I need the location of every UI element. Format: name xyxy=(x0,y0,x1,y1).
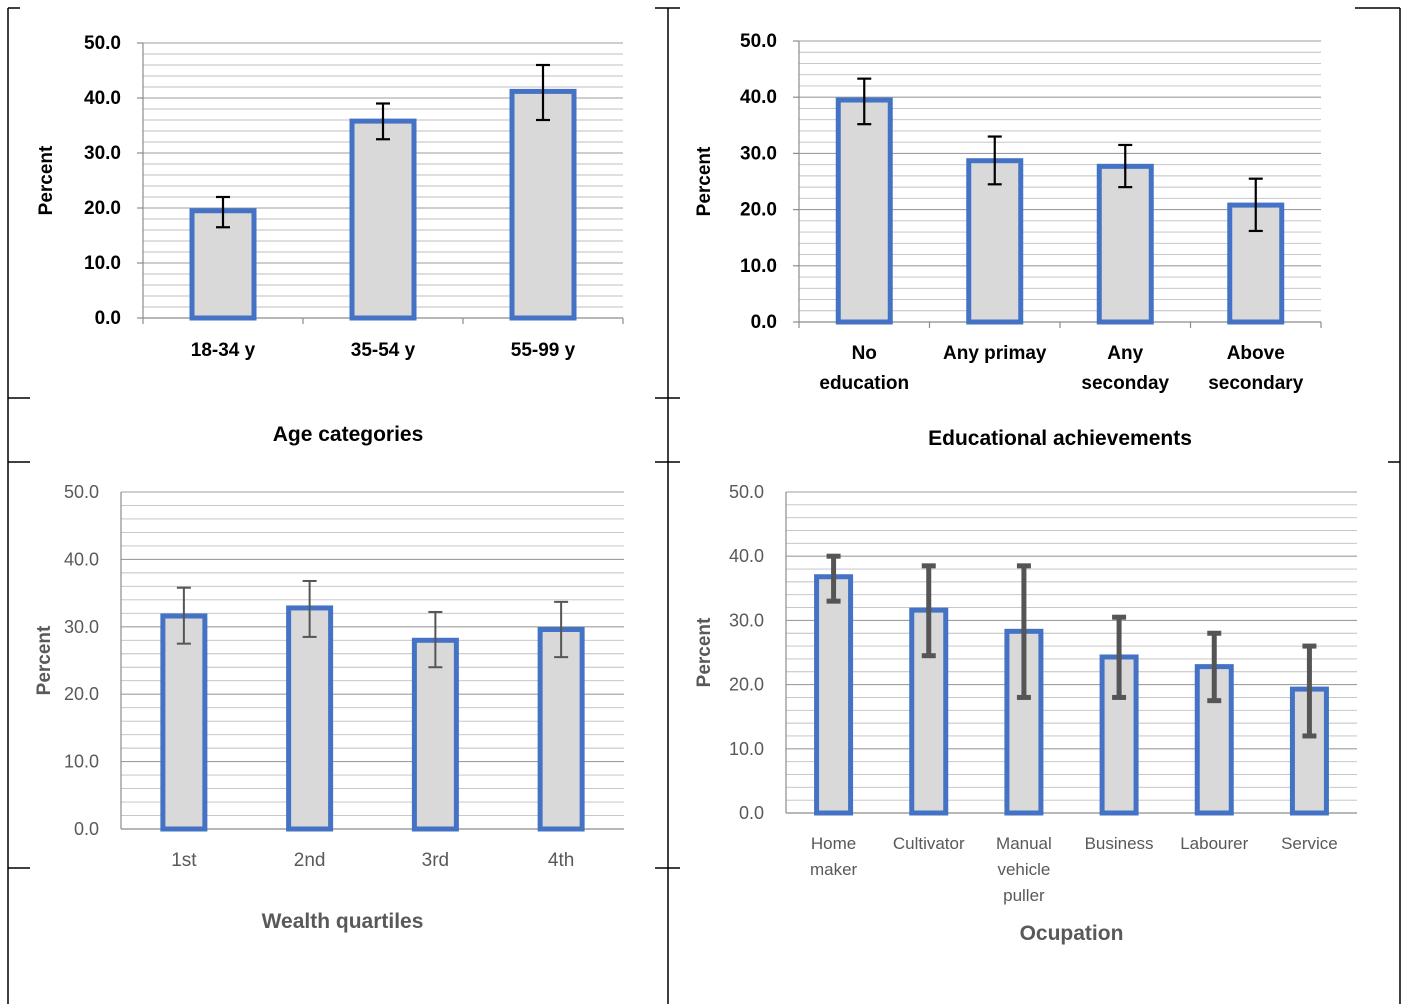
y-tick-label: 0.0 xyxy=(74,819,99,839)
x-category-label: Service xyxy=(1281,834,1338,853)
x-category-label: Home maker xyxy=(810,834,858,879)
bar-1 xyxy=(189,208,257,321)
y-tick-label: 0.0 xyxy=(739,803,764,823)
error-bar-3 xyxy=(1118,143,1133,189)
y-tick-label: 50.0 xyxy=(84,33,121,54)
error-bar-5 xyxy=(1207,630,1222,704)
chart-panel-4: 0.0 10.0 20.0 30.0 40.0 50.0 Home maker Cultivat… xyxy=(694,482,1357,945)
y-tick-label: 30.0 xyxy=(740,143,777,164)
error-bar-1 xyxy=(826,553,841,604)
x-category-label: Cultivator xyxy=(893,834,965,853)
bar-4 xyxy=(537,626,585,832)
y-tick-label: 50.0 xyxy=(64,482,99,502)
y-tick-label: 30.0 xyxy=(729,610,764,630)
x-category-label: No education xyxy=(819,343,909,394)
x-category-label: Business xyxy=(1085,834,1154,853)
error-bar-3 xyxy=(428,610,443,669)
y-axis-title: Percent xyxy=(36,145,57,215)
y-tick-label: 20.0 xyxy=(64,684,99,704)
error-bar-3 xyxy=(536,63,550,122)
y-tick-label: 50.0 xyxy=(740,31,777,52)
x-axis-title: Age categories xyxy=(273,423,424,446)
y-tick-label: 20.0 xyxy=(740,200,777,221)
bar-3 xyxy=(411,637,459,832)
y-tick-label: 10.0 xyxy=(729,739,764,759)
x-category-label: Any seconday xyxy=(1081,343,1169,394)
y-tick-label: 10.0 xyxy=(84,253,121,274)
y-tick-label: 40.0 xyxy=(64,549,99,569)
error-bar-1 xyxy=(176,586,191,645)
y-tick-label: 30.0 xyxy=(84,143,121,164)
x-category-label: 18-34 y xyxy=(191,340,256,361)
y-axis-title: Percent xyxy=(34,625,55,695)
bar-1 xyxy=(835,97,893,325)
y-tick-label: 40.0 xyxy=(84,88,121,109)
gridlines xyxy=(786,491,1357,814)
y-tick-label: 50.0 xyxy=(729,482,764,502)
bar-3 xyxy=(1096,163,1154,325)
error-bar-3 xyxy=(1016,563,1031,700)
y-tick-label: 10.0 xyxy=(64,752,99,772)
chart-panel-1: 0.0 10.0 20.0 30.0 40.0 50.0 18-34 y 35-54 y 55-… xyxy=(36,33,624,446)
x-axis-title: Educational achievements xyxy=(928,427,1192,450)
x-category-label: Labourer xyxy=(1180,834,1248,853)
error-bar-4 xyxy=(1248,177,1263,233)
y-tick-label: 20.0 xyxy=(84,198,121,219)
y-tick-label: 40.0 xyxy=(740,87,777,108)
error-bar-1 xyxy=(857,77,872,126)
x-category-label: 4th xyxy=(548,850,574,871)
y-tick-label: 10.0 xyxy=(740,256,777,277)
x-category-label: 55-99 y xyxy=(511,340,576,361)
y-axis-title: Percent xyxy=(694,617,715,687)
y-tick-label: 20.0 xyxy=(729,675,764,695)
x-category-label: 3rd xyxy=(422,850,449,871)
error-bar-4 xyxy=(554,600,569,659)
x-category-label: Any primay xyxy=(943,343,1047,364)
error-bar-2 xyxy=(302,579,317,638)
y-tick-label: 30.0 xyxy=(64,617,99,637)
error-bar-1 xyxy=(216,195,230,229)
error-bar-2 xyxy=(987,135,1002,186)
chart-panel-2: 0.0 10.0 20.0 30.0 40.0 50.0 No education Any pr… xyxy=(694,31,1322,450)
x-category-label: Manual vehicle puller xyxy=(996,834,1052,905)
error-bar-2 xyxy=(376,102,390,141)
bar-3 xyxy=(509,88,577,321)
x-category-label: Above secondary xyxy=(1208,343,1303,394)
chart-panel-3: 0.0 10.0 20.0 30.0 40.0 50.0 1st 2nd 3rd 4th Wealt… xyxy=(34,482,624,933)
bar-1 xyxy=(814,574,854,816)
error-bar-2 xyxy=(921,563,936,659)
y-axis-title: Percent xyxy=(694,146,715,216)
panel-frame xyxy=(7,7,1401,1004)
bar-1 xyxy=(160,613,208,832)
x-axis-title: Wealth quartiles xyxy=(262,910,424,933)
x-axis-title: Ocupation xyxy=(1020,922,1124,945)
y-tick-label: 40.0 xyxy=(729,546,764,566)
x-category-label: 2nd xyxy=(294,850,326,871)
x-category-label: 1st xyxy=(171,850,197,871)
y-tick-label: 0.0 xyxy=(95,308,121,329)
bar-2 xyxy=(286,605,334,832)
error-bar-6 xyxy=(1302,643,1317,739)
bar-2 xyxy=(349,118,417,321)
error-bar-4 xyxy=(1112,614,1127,700)
y-tick-label: 0.0 xyxy=(751,312,777,333)
x-category-label: 35-54 y xyxy=(351,340,416,361)
